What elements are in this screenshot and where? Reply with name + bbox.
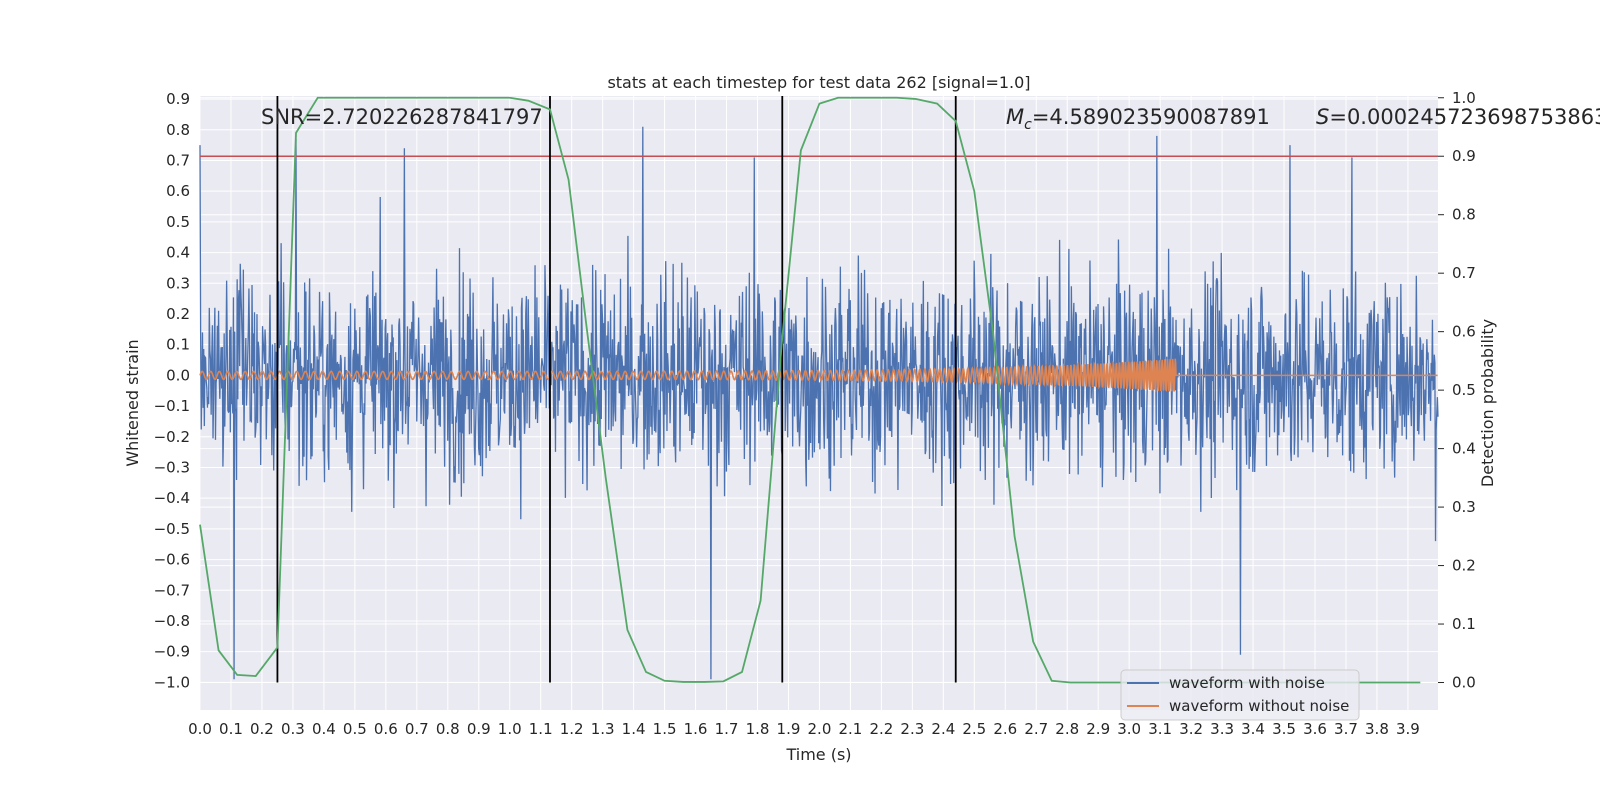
x-tick-label: 0.7	[405, 720, 429, 738]
legend-label-without-noise: waveform without noise	[1169, 697, 1349, 715]
snr-annotation: SNR=2.720226287841797	[261, 105, 543, 129]
y-tick-label: −1.0	[154, 673, 190, 691]
x-tick-label: 2.3	[900, 720, 924, 738]
x-tick-label: 3.8	[1365, 720, 1389, 738]
legend-label-with-noise: waveform with noise	[1169, 674, 1325, 692]
x-tick-label: 1.1	[529, 720, 553, 738]
y-right-tick-label: 0.4	[1452, 440, 1476, 458]
x-tick-label: 3.2	[1179, 720, 1203, 738]
x-tick-label: 3.6	[1303, 720, 1327, 738]
chirp-mass-subscript: c	[1024, 117, 1032, 133]
x-tick-label: 2.8	[1055, 720, 1079, 738]
y-tick-label: 0.6	[166, 182, 190, 200]
x-tick-label: 0.6	[374, 720, 398, 738]
x-tick-label: 0.9	[467, 720, 491, 738]
y-right-tick-label: 0.0	[1452, 674, 1476, 692]
y-tick-label: −0.7	[154, 581, 190, 599]
y-right-tick-label: 0.3	[1452, 498, 1476, 516]
x-tick-label: 0.2	[250, 720, 274, 738]
chirp-mass-annotation: Mc=4.589023590087891	[1006, 105, 1270, 133]
x-tick-label: 3.0	[1117, 720, 1141, 738]
y-tick-label: 0.5	[166, 213, 190, 231]
x-tick-label: 2.4	[931, 720, 955, 738]
legend: waveform with noise waveform without noi…	[1120, 669, 1360, 721]
y-axis-right-label: Detection probability	[1478, 319, 1497, 487]
x-tick-label: 0.3	[281, 720, 305, 738]
x-tick-label: 2.0	[808, 720, 832, 738]
x-tick-label: 3.5	[1272, 720, 1296, 738]
series-waveform-without-noise	[199, 358, 1438, 393]
x-tick-label: 0.0	[188, 720, 212, 738]
y-tick-label: 0.7	[166, 151, 190, 169]
y-right-tick-label: 0.7	[1452, 264, 1476, 282]
x-axis-label: Time (s)	[785, 745, 851, 764]
y-tick-label: 0.0	[166, 366, 190, 384]
x-tick-label: 1.4	[622, 720, 646, 738]
y-tick-label: −0.2	[154, 428, 190, 446]
x-tick-label: 0.8	[436, 720, 460, 738]
y-axis-ticks: 0.9 0.8 0.7 0.6 0.5 0.4 0.3 0.2 0.1 0.0 −0.1 −0.2 −0…	[154, 90, 190, 691]
y-tick-label: −0.9	[154, 643, 190, 661]
x-tick-label: 0.4	[312, 720, 336, 738]
y-tick-label: 0.2	[166, 305, 190, 323]
x-tick-label: 1.3	[591, 720, 615, 738]
x-tick-label: 2.7	[1024, 720, 1048, 738]
x-tick-label: 3.4	[1241, 720, 1265, 738]
x-tick-label: 2.5	[962, 720, 986, 738]
x-tick-label: 2.1	[838, 720, 862, 738]
waveform-with-noise-line	[199, 126, 1439, 680]
x-tick-label: 1.2	[560, 720, 584, 738]
y-tick-label: 0.4	[166, 244, 190, 262]
y-tick-label: −0.5	[154, 520, 190, 538]
chirp-mass-value: =4.589023590087891	[1032, 105, 1270, 129]
s-annotation: S=0.00024572369875386357	[1316, 105, 1600, 129]
x-tick-label: 2.2	[869, 720, 893, 738]
waveform-without-noise-line	[199, 358, 1438, 393]
y-right-tick-label: 0.1	[1452, 615, 1476, 633]
y-right-tick-label: 0.2	[1452, 557, 1476, 575]
x-tick-label: 3.3	[1210, 720, 1234, 738]
y-tick-label: 0.3	[166, 274, 190, 292]
y-tick-label: 0.8	[166, 121, 190, 139]
y-tick-label: −0.3	[154, 458, 190, 476]
y-axis-label: Whitened strain	[123, 339, 142, 466]
x-tick-label: 1.9	[777, 720, 801, 738]
x-tick-label: 2.9	[1086, 720, 1110, 738]
y-tick-label: 0.9	[166, 90, 190, 108]
x-tick-label: 0.1	[219, 720, 243, 738]
x-tick-label: 3.9	[1396, 720, 1420, 738]
vertical-markers	[276, 96, 957, 683]
y-axis-right-ticks: 1.0 0.9 0.8 0.7 0.6 0.5 0.4 0.3 0.2 0.1 0.0	[1438, 89, 1476, 692]
x-tick-label: 1.0	[498, 720, 522, 738]
y-right-tick-label: 0.8	[1452, 206, 1476, 224]
chart-title: stats at each timestep for test data 262…	[607, 73, 1030, 92]
s-value: =0.00024572369875386357	[1329, 105, 1600, 129]
y-tick-label: −0.6	[154, 551, 190, 569]
y-right-tick-label: 0.5	[1452, 381, 1476, 399]
x-tick-label: 1.5	[653, 720, 677, 738]
x-tick-label: 1.8	[746, 720, 770, 738]
y-tick-label: −0.8	[154, 612, 190, 630]
y-tick-label: −0.4	[154, 489, 190, 507]
chirp-mass-symbol: M	[1006, 105, 1024, 129]
series-waveform-with-noise	[199, 126, 1439, 680]
legend-box	[1120, 669, 1360, 721]
y-tick-label: −0.1	[154, 397, 190, 415]
x-tick-label: 3.1	[1148, 720, 1172, 738]
y-right-tick-label: 1.0	[1452, 89, 1476, 107]
x-axis-ticks: 0.0 0.1 0.2 0.3 0.4 0.5 0.6 0.7 0.8 0.9 1.0 1.1 1.2 1…	[188, 720, 1420, 738]
s-symbol: S	[1316, 105, 1329, 129]
y-right-tick-label: 0.9	[1452, 147, 1476, 165]
x-tick-label: 1.6	[684, 720, 708, 738]
x-tick-label: 2.6	[993, 720, 1017, 738]
x-tick-label: 3.7	[1334, 720, 1358, 738]
x-tick-label: 0.5	[343, 720, 367, 738]
y-tick-label: 0.1	[166, 336, 190, 354]
y-right-tick-label: 0.6	[1452, 323, 1476, 341]
x-tick-label: 1.7	[715, 720, 739, 738]
